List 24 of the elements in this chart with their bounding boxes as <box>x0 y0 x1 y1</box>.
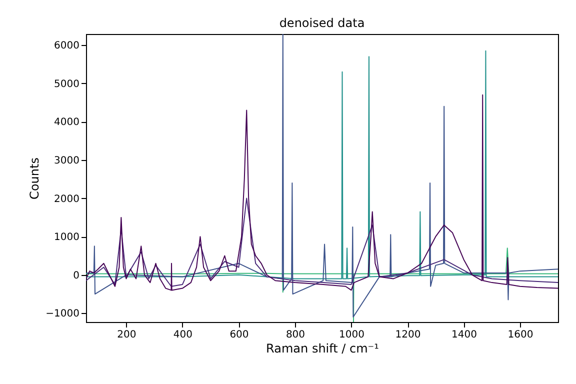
y-tick-label: 2000 <box>54 194 80 205</box>
y-tick-label: 3000 <box>54 156 80 166</box>
x-tick-label: 200 <box>117 330 136 340</box>
x-tick-label: 1000 <box>339 330 364 340</box>
line-series <box>86 94 558 291</box>
x-tick-label: 1400 <box>452 330 477 340</box>
y-tick-label: 5000 <box>54 78 80 90</box>
y-tick-label: 4000 <box>54 117 80 128</box>
x-tick-label: 1200 <box>395 330 421 340</box>
y-tick-label: −1000 <box>46 308 80 320</box>
x-tick-label: 600 <box>230 330 249 340</box>
line-series <box>86 198 558 287</box>
line-series <box>86 34 558 318</box>
y-axis-title: Counts <box>28 158 42 200</box>
x-tick-label: 800 <box>286 330 306 340</box>
line-series <box>86 50 558 280</box>
x-tick-label: 400 <box>173 330 193 340</box>
x-tick-label: 1600 <box>508 330 534 340</box>
chart-title: denoised data <box>279 16 365 30</box>
x-axis-title: Raman shift / cm⁻¹ <box>266 342 380 356</box>
y-tick-label: 6000 <box>54 40 80 52</box>
line-series <box>86 248 558 322</box>
y-tick-label: 0 <box>73 270 80 282</box>
y-tick-label: 1000 <box>54 232 80 244</box>
